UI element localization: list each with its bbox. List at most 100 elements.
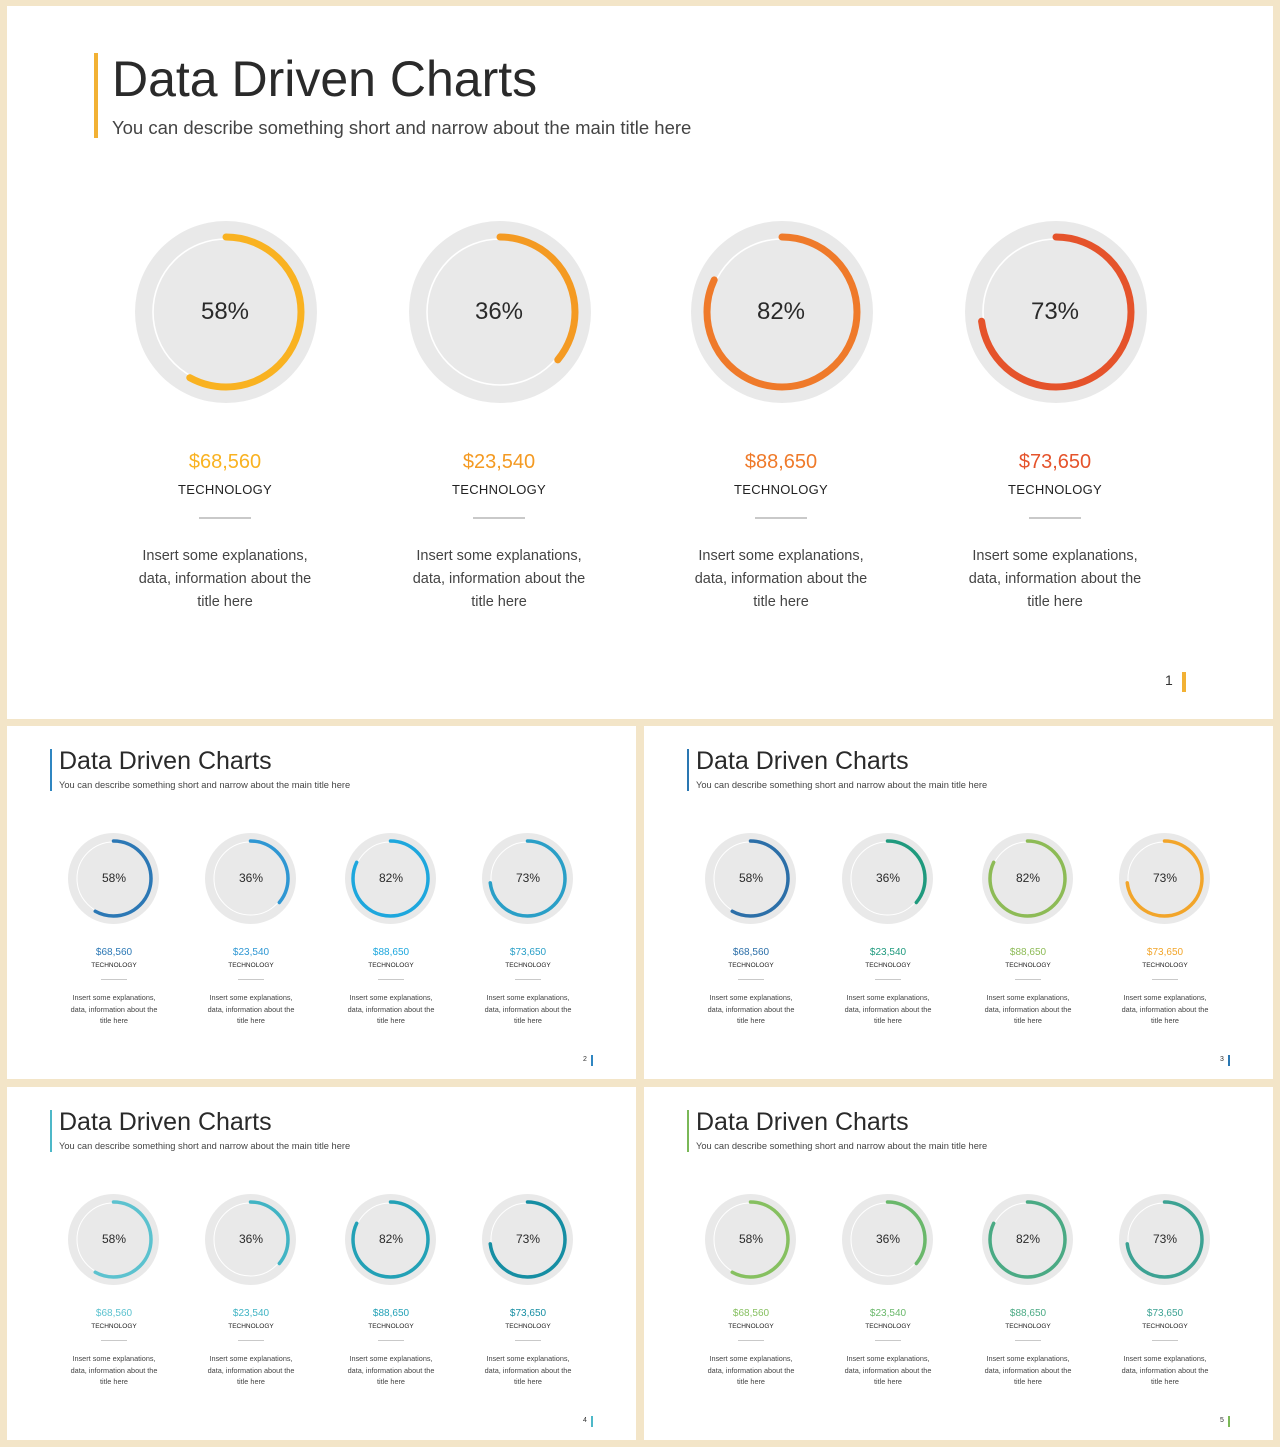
category-label: TECHNOLOGY — [177, 482, 272, 497]
separator-line — [515, 1340, 541, 1341]
donut-arc — [977, 233, 1135, 391]
title-accent-bar — [687, 1110, 689, 1152]
slide-subtitle: You can describe something short and nar… — [696, 1141, 988, 1151]
donut-arc — [988, 839, 1067, 918]
donut-card: 36% $23,540 TECHNOLOGY Insert some explanat… — [196, 1194, 306, 1394]
amount-value: $73,650 — [1146, 1308, 1184, 1319]
amount-value: $73,650 — [1018, 451, 1092, 473]
amount-value: $23,540 — [869, 947, 907, 958]
donut-percent-label: 73% — [1152, 1232, 1178, 1246]
donut-card: 58% $68,560 TECHNOLOGY Insert some explanat… — [59, 1194, 169, 1394]
description-text: Insert some explanations, data, informat… — [412, 548, 586, 610]
separator-line — [473, 517, 525, 519]
category-label: TECHNOLOGY — [733, 482, 828, 497]
donut-background — [345, 1194, 436, 1285]
amount-value: $88,650 — [372, 947, 410, 958]
slide-title: Data Driven Charts — [59, 747, 272, 775]
donut-arc — [848, 839, 927, 918]
title-accent-bar — [50, 749, 52, 791]
donut-percent-label: 58% — [101, 871, 127, 885]
description-text: Insert some explanations, data, informat… — [207, 993, 295, 1025]
amount-value: $88,650 — [744, 451, 818, 473]
description-text: Insert some explanations, data, informat… — [844, 1354, 932, 1386]
separator-line — [1029, 517, 1081, 519]
category-label: TECHNOLOGY — [368, 962, 414, 969]
donut-card: 36% $23,540 TECHNOLOGY Insert some explanat… — [394, 221, 604, 621]
donut-percent-label: 36% — [238, 1232, 264, 1246]
donut-card: 82% $88,650 TECHNOLOGY Insert some explanat… — [973, 833, 1083, 1033]
donut-percent-label: 82% — [378, 1232, 404, 1246]
donut-background — [205, 1194, 296, 1285]
donut-background — [1119, 1194, 1210, 1285]
description-text: Insert some explanations, data, informat… — [207, 1354, 295, 1386]
amount-value: $88,650 — [1009, 947, 1047, 958]
category-label: TECHNOLOGY — [728, 1323, 774, 1330]
separator-line — [199, 517, 251, 519]
donut-card: 82% $88,650 TECHNOLOGY Insert some explanat… — [973, 1194, 1083, 1394]
separator-line — [101, 979, 127, 980]
slide-5[interactable]: Data Driven Charts You can describe some… — [644, 1087, 1273, 1440]
description-text: Insert some explanations, data, informat… — [968, 548, 1142, 610]
category-label: TECHNOLOGY — [451, 482, 546, 497]
slide-3[interactable]: Data Driven Charts You can describe some… — [644, 726, 1273, 1079]
description-text: Insert some explanations, data, informat… — [1121, 993, 1209, 1025]
description-text: Insert some explanations, data, informat… — [694, 548, 868, 610]
donut-chart — [205, 833, 296, 924]
separator-line — [238, 1340, 264, 1341]
donut-arc — [211, 839, 290, 918]
donut-background — [842, 1194, 933, 1285]
page-accent-bar — [1182, 672, 1186, 692]
slide-1[interactable]: Data Driven Charts You can describe some… — [7, 6, 1273, 719]
donut-arc — [211, 1200, 290, 1279]
separator-line — [378, 1340, 404, 1341]
donut-chart — [1119, 1194, 1210, 1285]
category-label: TECHNOLOGY — [1142, 1323, 1188, 1330]
donut-arc — [488, 1200, 567, 1279]
slide-2[interactable]: Data Driven Charts You can describe some… — [7, 726, 636, 1079]
category-label: TECHNOLOGY — [505, 962, 551, 969]
category-label: TECHNOLOGY — [1005, 962, 1051, 969]
slide-4[interactable]: Data Driven Charts You can describe some… — [7, 1087, 636, 1440]
separator-line — [755, 517, 807, 519]
donut-chart — [482, 833, 573, 924]
donut-chart — [982, 833, 1073, 924]
donut-card: 73% $73,650 TECHNOLOGY Insert some explanat… — [950, 221, 1160, 621]
page-number: 1 — [1165, 672, 1173, 688]
donut-percent-label: 36% — [875, 1232, 901, 1246]
donut-arc — [988, 1200, 1067, 1279]
slide-title: Data Driven Charts — [112, 51, 538, 107]
category-label: TECHNOLOGY — [1007, 482, 1102, 497]
donut-percent-label: 73% — [515, 1232, 541, 1246]
donut-chart — [68, 833, 159, 924]
page-number: 5 — [1220, 1417, 1224, 1424]
description-text: Insert some explanations, data, informat… — [984, 1354, 1072, 1386]
amount-value: $68,560 — [732, 1308, 770, 1319]
donut-card: 73% $73,650 TECHNOLOGY Insert some explanat… — [1110, 1194, 1220, 1394]
donut-background — [705, 833, 796, 924]
donut-arc — [488, 839, 567, 918]
description-text: Insert some explanations, data, informat… — [347, 1354, 435, 1386]
donut-card: 73% $73,650 TECHNOLOGY Insert some explanat… — [473, 833, 583, 1033]
donut-card: 58% $68,560 TECHNOLOGY Insert some explanat… — [696, 833, 806, 1033]
amount-value: $23,540 — [869, 1308, 907, 1319]
donut-arc — [74, 839, 153, 918]
slide-subtitle: You can describe something short and nar… — [112, 117, 692, 138]
amount-value: $68,560 — [732, 947, 770, 958]
donut-arc — [711, 839, 790, 918]
amount-value: $73,650 — [509, 1308, 547, 1319]
donut-card: 73% $73,650 TECHNOLOGY Insert some explanat… — [473, 1194, 583, 1394]
category-label: TECHNOLOGY — [91, 1323, 137, 1330]
donut-background — [965, 221, 1147, 403]
donut-chart — [68, 1194, 159, 1285]
donut-percent-label: 82% — [756, 298, 806, 325]
separator-line — [1015, 1340, 1041, 1341]
category-label: TECHNOLOGY — [505, 1323, 551, 1330]
slide-title: Data Driven Charts — [59, 1108, 272, 1136]
amount-value: $68,560 — [95, 947, 133, 958]
donut-card: 36% $23,540 TECHNOLOGY Insert some explanat… — [833, 833, 943, 1033]
donut-percent-label: 73% — [1152, 871, 1178, 885]
donut-arc — [147, 233, 305, 391]
donut-card: 36% $23,540 TECHNOLOGY Insert some explanat… — [196, 833, 306, 1033]
donut-background — [482, 1194, 573, 1285]
page-number: 4 — [583, 1417, 587, 1424]
